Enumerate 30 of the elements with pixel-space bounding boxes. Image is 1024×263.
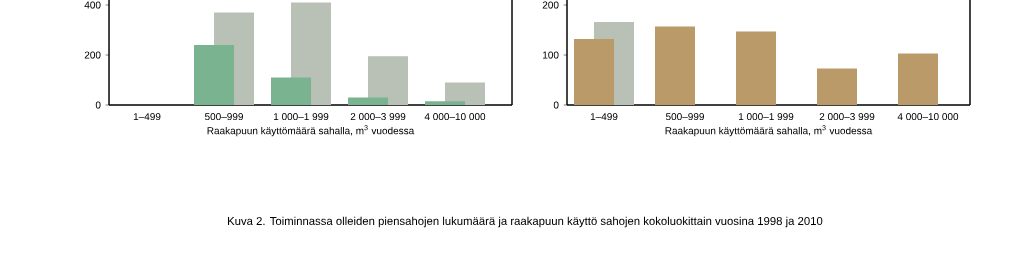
x-axis-title: Raakapuun käyttömäärä sahalla, m$^{3}$ vuodessa: [665, 125, 873, 137]
x-tick-label: 500–999: [204, 113, 243, 121]
bar: [817, 68, 857, 105]
x-tick-label: 1–499: [590, 113, 618, 121]
bar: [425, 101, 466, 105]
y-tick-label: 0: [553, 101, 559, 109]
x-tick-label: 1–499: [133, 113, 161, 121]
x-tick-label: 2 000–3 999: [819, 113, 875, 121]
x-tick-label: 1 000–1 999: [273, 113, 329, 121]
y-tick-label: 400: [84, 1, 101, 9]
y-tick-label: 0: [95, 101, 101, 109]
x-tick-label: 500–999: [665, 113, 704, 121]
x-tick-label: 4 000–10 000: [424, 113, 486, 121]
x-tick-label: 1 000–1 999: [738, 113, 794, 121]
bar: [736, 31, 776, 105]
bar: [194, 44, 235, 105]
y-tick-label: 200: [542, 1, 559, 9]
bar: [271, 77, 312, 105]
bar: [574, 38, 614, 105]
bar: [897, 53, 938, 105]
bar: [445, 82, 486, 105]
x-tick-label: 2 000–3 999: [350, 113, 406, 121]
bar: [655, 26, 695, 105]
text: Kuva 2. Toiminnassa olleiden piensahojen lukumäärä ja raakapuun käyttö sahojen kokoluokittain vuosina 1998 ja 2010: [228, 216, 823, 228]
y-tick-label: 200: [84, 51, 101, 59]
x-tick-label: 4 000–10 000: [897, 113, 959, 121]
y-tick-label: 100: [543, 51, 559, 59]
bar: [348, 97, 389, 105]
bar: [368, 56, 409, 105]
x-axis-title: Raakapuun käyttömäärä sahalla, m$^{3}$ vuodessa: [207, 125, 415, 137]
